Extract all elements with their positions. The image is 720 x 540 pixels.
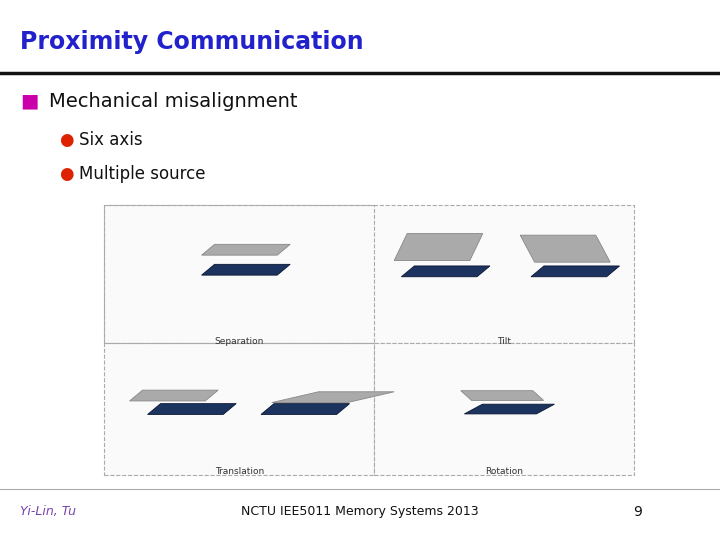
Polygon shape: [272, 392, 395, 403]
Polygon shape: [261, 404, 350, 415]
Text: 9: 9: [634, 505, 642, 519]
Text: Rotation: Rotation: [485, 467, 523, 476]
Text: ●: ●: [59, 165, 73, 183]
Bar: [104, 343, 374, 475]
Polygon shape: [148, 404, 236, 415]
Polygon shape: [521, 235, 611, 262]
Text: Separation: Separation: [215, 338, 264, 347]
Bar: [374, 343, 634, 475]
Text: Six axis: Six axis: [79, 131, 143, 149]
Text: NCTU IEE5011 Memory Systems 2013: NCTU IEE5011 Memory Systems 2013: [241, 505, 479, 518]
Polygon shape: [130, 390, 218, 401]
Text: Multiple source: Multiple source: [79, 165, 206, 183]
Polygon shape: [202, 265, 290, 275]
Text: ■: ■: [20, 92, 39, 111]
Polygon shape: [461, 391, 544, 401]
Polygon shape: [202, 244, 290, 255]
Polygon shape: [531, 266, 620, 276]
Text: Yi-Lin, Tu: Yi-Lin, Tu: [20, 505, 76, 518]
Polygon shape: [402, 266, 490, 276]
Text: Translation: Translation: [215, 467, 264, 476]
Text: Proximity Communication: Proximity Communication: [20, 30, 364, 53]
Polygon shape: [395, 233, 482, 261]
Polygon shape: [464, 404, 554, 414]
Text: ●: ●: [59, 131, 73, 149]
Bar: [104, 205, 374, 343]
Text: Mechanical misalignment: Mechanical misalignment: [49, 92, 297, 111]
Bar: [104, 205, 634, 343]
Text: Tilt: Tilt: [497, 338, 511, 347]
